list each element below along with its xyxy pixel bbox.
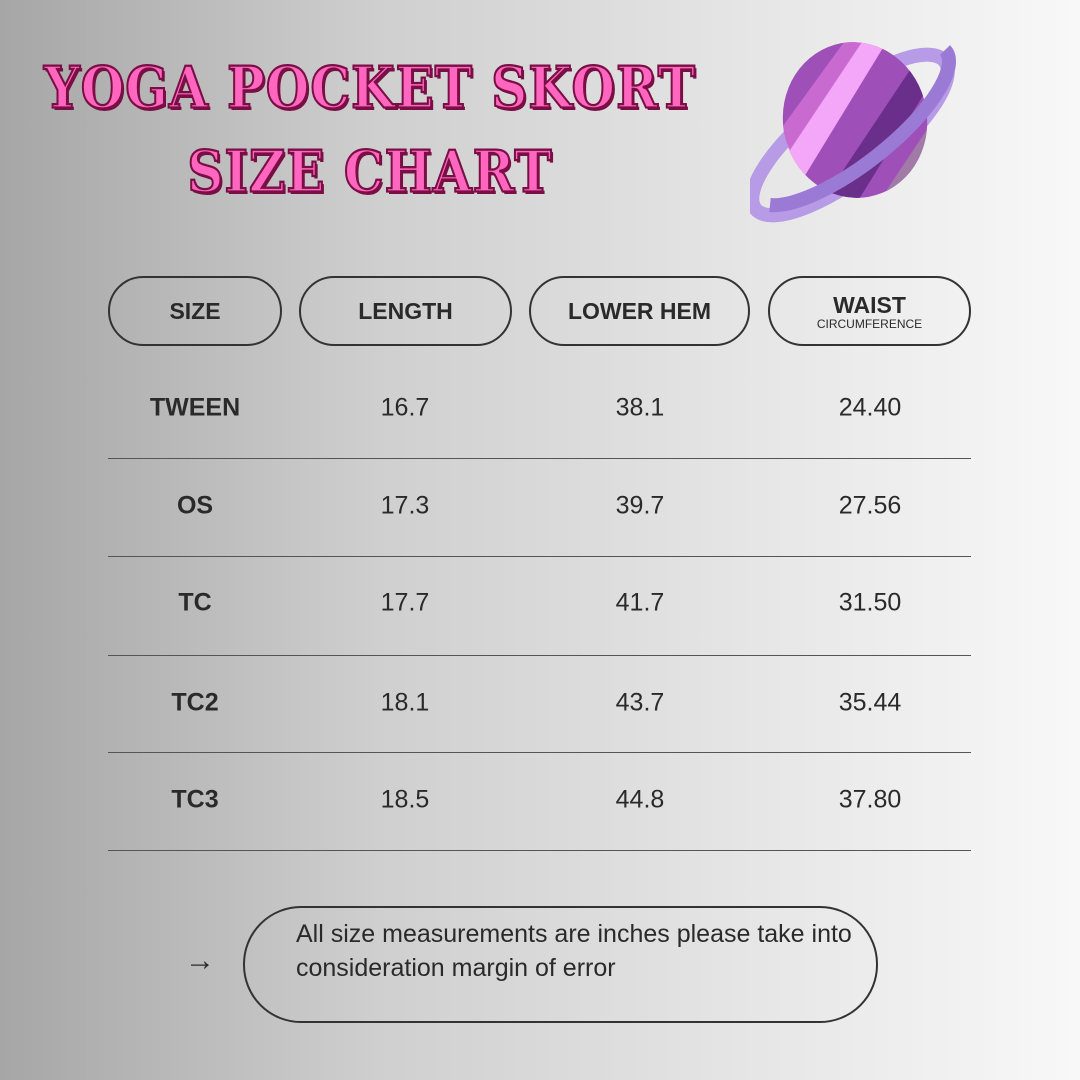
value-cell: 16.7 <box>380 393 430 422</box>
row-divider <box>108 850 971 851</box>
value-cell: 31.50 <box>838 588 902 617</box>
header-label: SIZE <box>169 297 221 324</box>
value-cell: 18.5 <box>380 785 430 814</box>
arrow-right-icon: → <box>185 944 215 977</box>
size-cell: TC <box>178 588 212 617</box>
row-divider <box>108 458 971 459</box>
row-divider <box>108 655 971 656</box>
row-divider <box>108 752 971 753</box>
size-cell: TC3 <box>171 785 219 814</box>
size-cell: TC2 <box>171 688 219 717</box>
value-cell: 17.7 <box>380 588 430 617</box>
value-cell: 39.7 <box>615 491 665 520</box>
page-title-line-2: SIZE CHART <box>186 136 553 206</box>
value-cell: 38.1 <box>615 393 665 422</box>
value-cell: 27.56 <box>838 491 902 520</box>
value-cell: 44.8 <box>615 785 665 814</box>
value-cell: 35.44 <box>838 688 902 717</box>
header-waist: WAIST CIRCUMFERENCE <box>768 276 971 346</box>
value-cell: 24.40 <box>838 393 902 422</box>
value-cell: 18.1 <box>380 688 430 717</box>
header-size: SIZE <box>108 276 282 346</box>
header-label: LOWER HEM <box>567 297 712 324</box>
header-label: WAIST <box>833 291 906 318</box>
size-cell: TWEEN <box>149 393 241 422</box>
header-sublabel: CIRCUMFERENCE <box>816 316 923 331</box>
row-divider <box>108 556 971 557</box>
note-box: All size measurements are inches please … <box>243 906 878 1023</box>
header-label: LENGTH <box>358 297 453 324</box>
size-cell: OS <box>176 491 214 520</box>
planet-icon <box>750 30 956 223</box>
page-title-line-1: YOGA POCKET SKORT <box>43 52 696 122</box>
value-cell: 43.7 <box>615 688 665 717</box>
value-cell: 37.80 <box>838 785 902 814</box>
header-lower-hem: LOWER HEM <box>529 276 750 346</box>
value-cell: 17.3 <box>380 491 430 520</box>
header-length: LENGTH <box>299 276 512 346</box>
value-cell: 41.7 <box>615 588 665 617</box>
